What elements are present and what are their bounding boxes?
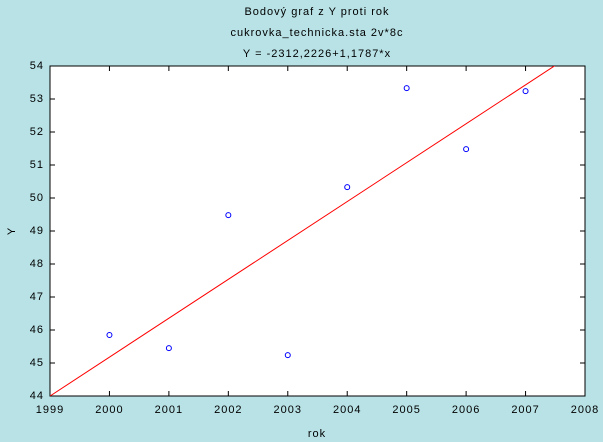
plot-area bbox=[49, 65, 586, 397]
y-tick-label: 48 bbox=[30, 258, 44, 270]
y-tick-label: 50 bbox=[30, 192, 44, 204]
point bbox=[403, 85, 410, 92]
y-tick-label: 45 bbox=[30, 357, 44, 369]
point bbox=[522, 88, 529, 95]
x-tick-label: 2007 bbox=[511, 404, 539, 416]
chart-subtitle: cukrovka_technicka.sta 2v*8c bbox=[231, 27, 404, 39]
point bbox=[106, 331, 113, 338]
regression-line bbox=[50, 66, 556, 396]
x-tick-label: 2000 bbox=[95, 404, 123, 416]
y-tick-label: 49 bbox=[30, 225, 44, 237]
point bbox=[165, 345, 172, 352]
x-tick-label: 2006 bbox=[452, 404, 480, 416]
y-axis-label: Y bbox=[6, 227, 18, 235]
y-tick-label: 52 bbox=[30, 126, 44, 138]
fit-clip bbox=[50, 66, 556, 396]
y-tick-label: 53 bbox=[30, 93, 44, 105]
x-tick-label: 2003 bbox=[274, 404, 302, 416]
point bbox=[344, 184, 351, 191]
y-tick-label: 47 bbox=[30, 291, 44, 303]
annotation: Y = -2312,2226+1,1787*x bbox=[243, 48, 391, 60]
x-tick-label: 2002 bbox=[214, 404, 242, 416]
y-tick-label: 46 bbox=[30, 324, 44, 336]
chart-title: Bodový graf z Y proti rok bbox=[244, 6, 389, 18]
x-tick-label: 2008 bbox=[571, 404, 599, 416]
x-tick-label: 2004 bbox=[333, 404, 361, 416]
point bbox=[225, 212, 232, 219]
y-tick-label: 54 bbox=[30, 60, 44, 72]
x-tick-label: 1999 bbox=[36, 404, 64, 416]
x-axis-label: rok bbox=[308, 428, 326, 440]
y-tick-label: 44 bbox=[30, 390, 44, 402]
x-tick-label: 2005 bbox=[392, 404, 420, 416]
y-tick-label: 51 bbox=[30, 159, 44, 171]
x-tick-label: 2001 bbox=[155, 404, 183, 416]
point bbox=[463, 146, 470, 153]
point bbox=[284, 352, 291, 359]
